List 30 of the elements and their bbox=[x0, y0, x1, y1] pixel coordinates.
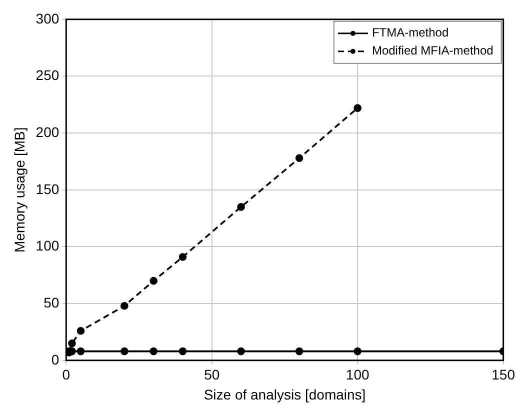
point bbox=[354, 104, 362, 112]
x-tick-label: 100 bbox=[346, 366, 370, 383]
x-tick-label: 0 bbox=[62, 366, 70, 383]
point bbox=[120, 302, 128, 310]
point bbox=[150, 276, 158, 285]
y-tick-label: 300 bbox=[36, 10, 60, 26]
y-tick-label: 250 bbox=[36, 67, 60, 84]
x-tick-label: 150 bbox=[492, 366, 516, 383]
legend-label: FTMA-method bbox=[372, 26, 449, 40]
point bbox=[120, 347, 128, 356]
y-axis-title: Memory usage [MB] bbox=[11, 127, 28, 253]
y-tick-label: 50 bbox=[44, 294, 60, 310]
y-tick-label: 200 bbox=[36, 124, 60, 140]
point bbox=[76, 347, 85, 356]
point bbox=[76, 326, 85, 335]
point bbox=[295, 347, 304, 356]
y-tick-label: 0 bbox=[51, 351, 60, 368]
point bbox=[178, 347, 187, 356]
y-tick-label: 100 bbox=[36, 238, 60, 254]
point bbox=[237, 203, 245, 211]
point bbox=[178, 253, 187, 261]
point bbox=[150, 347, 158, 356]
x-axis-title: Size of analysis [domains] bbox=[204, 386, 366, 402]
legend-label: Modified MFIA-method bbox=[372, 44, 494, 58]
x-tick-label: 50 bbox=[204, 366, 220, 383]
point bbox=[68, 339, 76, 348]
point bbox=[295, 154, 304, 162]
point bbox=[354, 347, 362, 356]
y-tick-label: 150 bbox=[36, 180, 60, 197]
point bbox=[237, 347, 245, 356]
